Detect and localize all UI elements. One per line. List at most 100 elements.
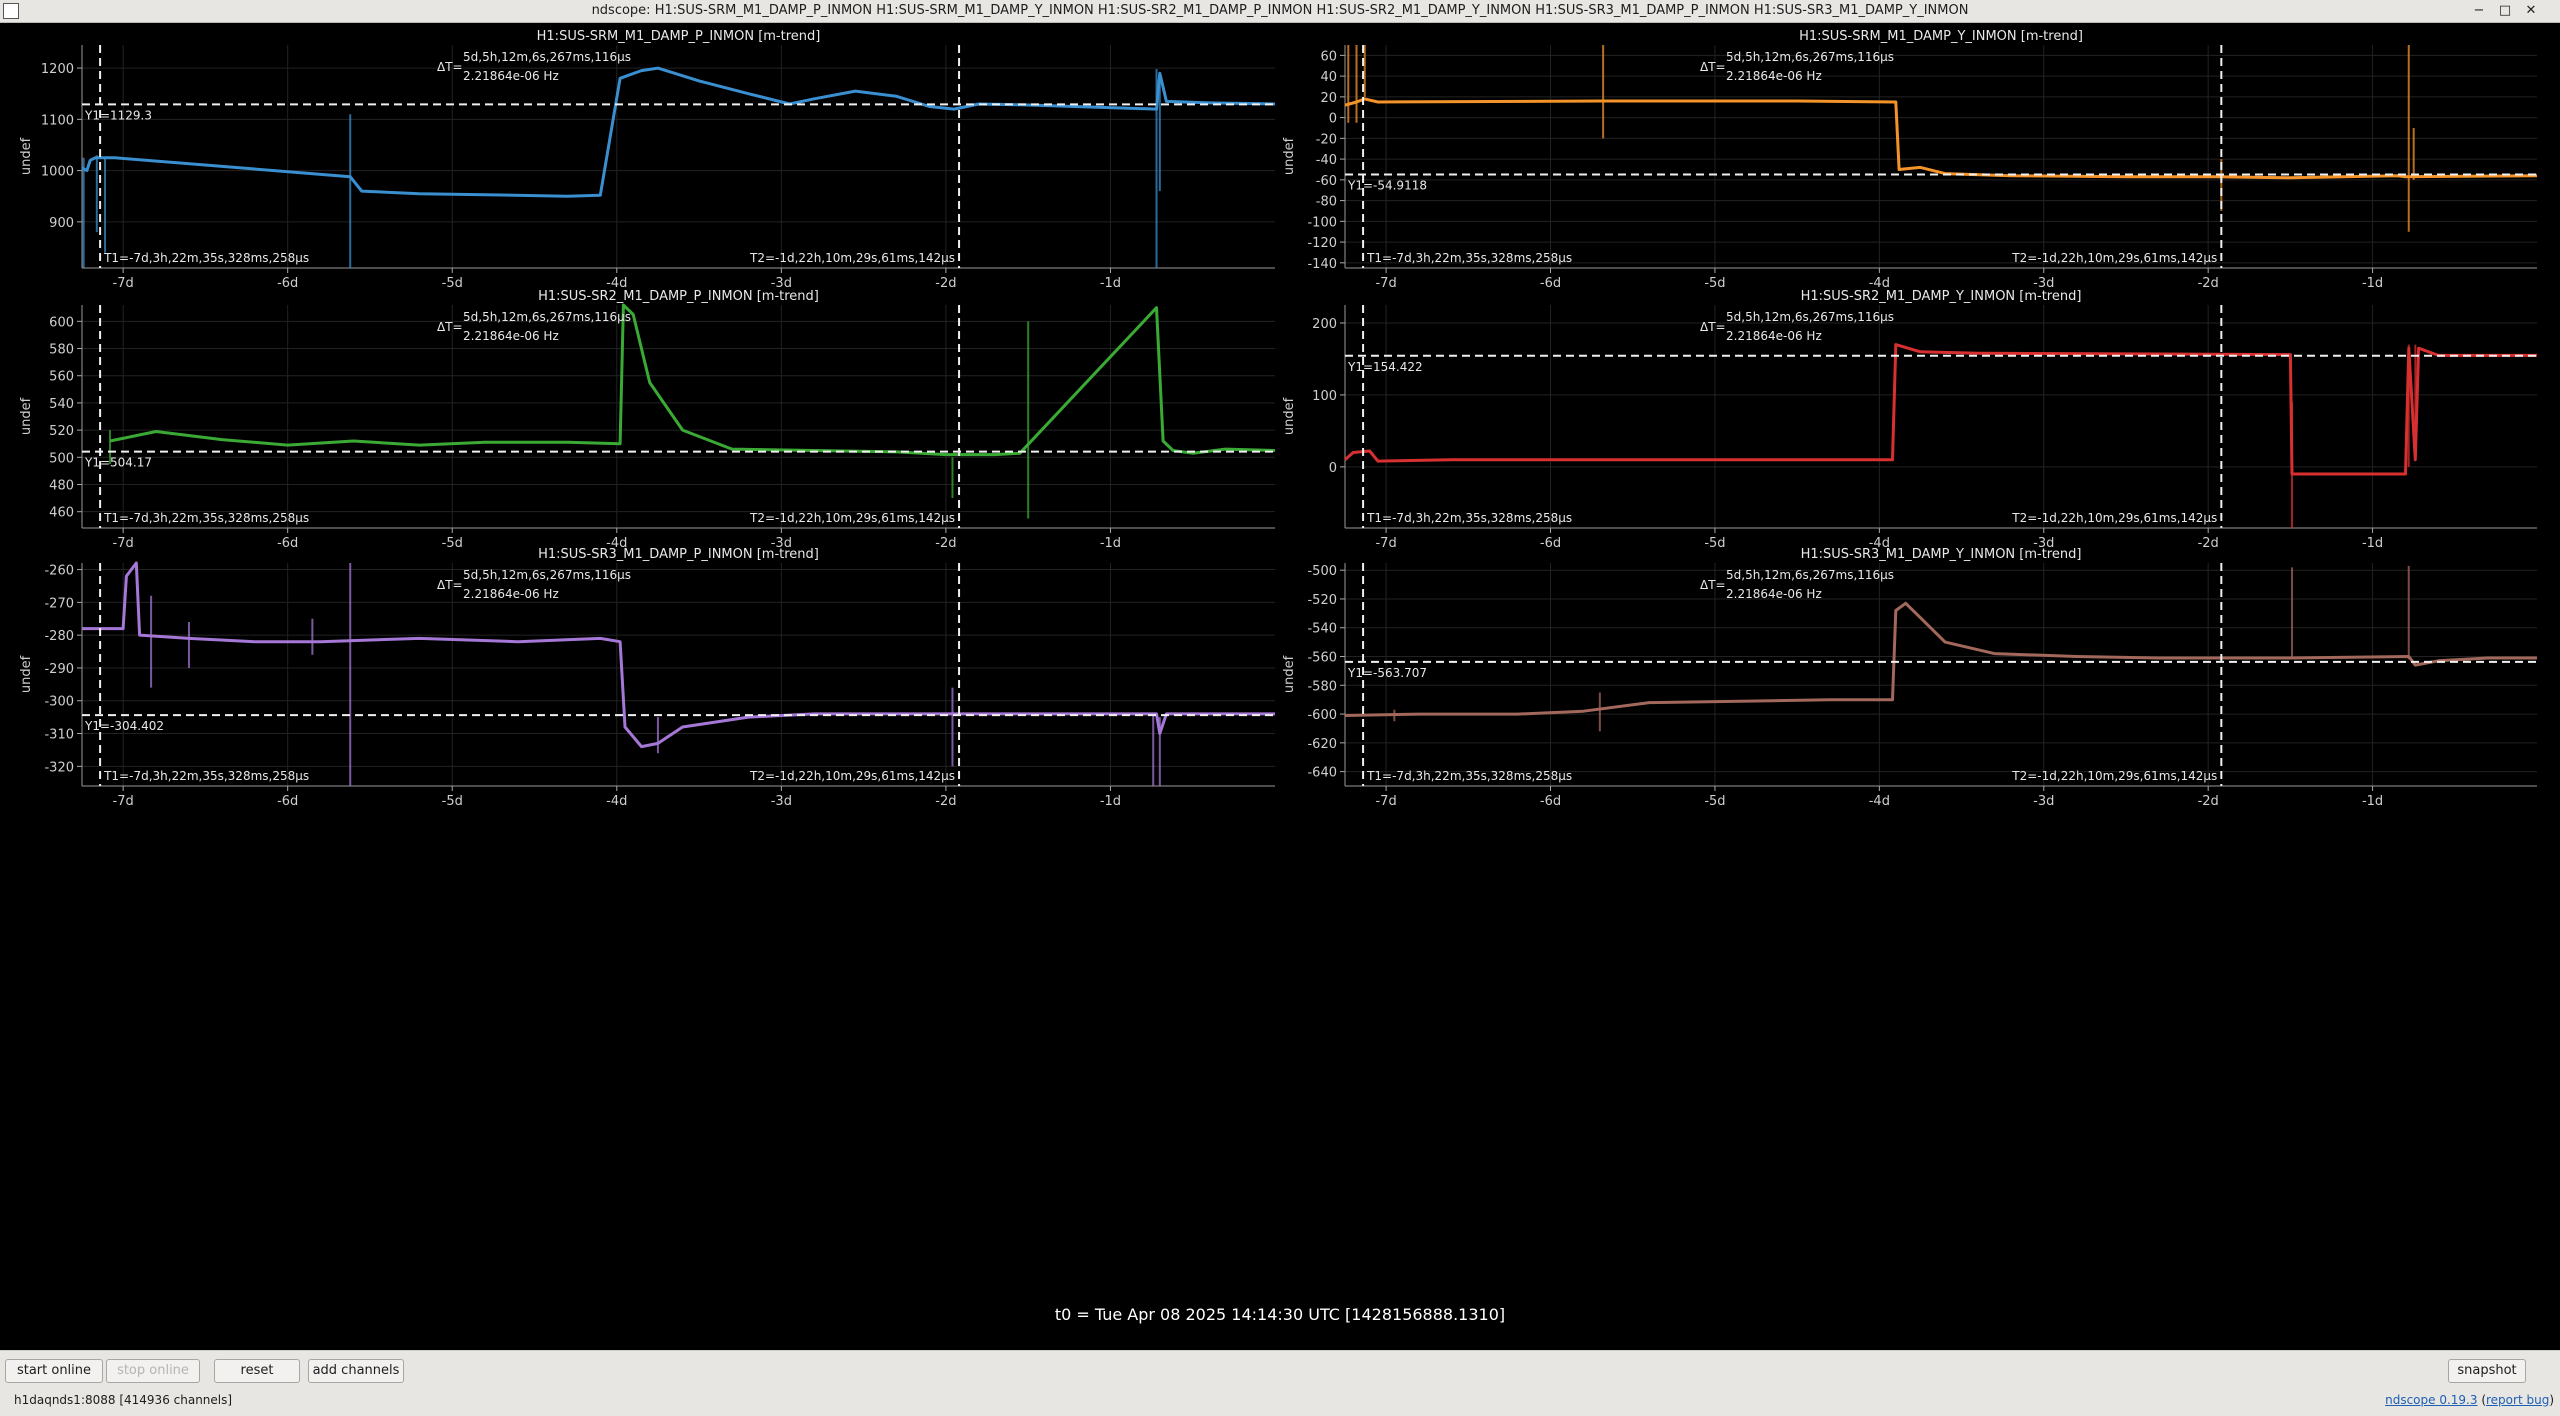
delta-t-frequency: 2.21864e-06 Hz: [1726, 69, 1822, 83]
maximize-icon[interactable]: □: [2498, 3, 2512, 18]
x-tick-label: -7d: [1375, 794, 1396, 809]
x-tick-label: -3d: [2033, 536, 2054, 551]
x-tick-label: -4d: [1869, 536, 1890, 551]
x-tick-label: -1d: [1100, 536, 1121, 551]
y-tick-label: -560: [1307, 651, 1337, 666]
t2-label: T2=-1d,22h,10m,29s,61ms,142µs: [2011, 511, 2217, 525]
delta-t-frequency: 2.21864e-06 Hz: [463, 329, 559, 343]
x-tick-label: -4d: [606, 276, 627, 291]
y-tick-label: -60: [1316, 174, 1337, 189]
x-tick-label: -3d: [771, 794, 792, 809]
y-tick-label: 1100: [41, 113, 74, 128]
x-tick-label: -2d: [935, 276, 956, 291]
data-series-line: [81, 66, 1276, 198]
y-tick-label: 100: [1312, 389, 1337, 404]
close-icon[interactable]: ✕: [2525, 3, 2537, 18]
y1-label: Y1=154.422: [1347, 360, 1423, 374]
minimize-icon[interactable]: −: [2473, 3, 2485, 18]
delta-t-value: 5d,5h,12m,6s,267ms,116µs: [463, 568, 631, 582]
t0-label: t0 = Tue Apr 08 2025 14:14:30 UTC [14281…: [1054, 1305, 1506, 1324]
connection-status: h1daqnds1:8088 [414936 channels]: [14, 1393, 233, 1407]
y-tick-label: 480: [49, 478, 74, 493]
y-tick-label: 60: [1320, 49, 1337, 64]
x-tick-label: -2d: [2198, 536, 2219, 551]
x-tick-label: -3d: [2033, 276, 2054, 291]
t1-label: T1=-7d,3h,22m,35s,328ms,258µs: [103, 251, 309, 265]
t1-label: T1=-7d,3h,22m,35s,328ms,258µs: [1366, 769, 1572, 783]
data-series-line: [1344, 97, 2538, 180]
y-tick-label: 900: [49, 216, 74, 231]
y-tick-label: -300: [44, 695, 74, 710]
reset-button[interactable]: reset: [214, 1359, 300, 1383]
x-tick-label: -1d: [1100, 794, 1121, 809]
delta-t-frequency: 2.21864e-06 Hz: [463, 587, 559, 601]
delta-t-label: ΔT=: [1700, 320, 1726, 334]
delta-t-frequency: 2.21864e-06 Hz: [1726, 329, 1822, 343]
x-tick-label: -7d: [113, 536, 134, 551]
x-tick-label: -4d: [1869, 794, 1890, 809]
delta-t-label: ΔT=: [1700, 60, 1726, 74]
plot-title: H1:SUS-SR3_M1_DAMP_P_INMON [m-trend]: [538, 547, 819, 562]
app-icon: [3, 3, 19, 19]
snapshot-button[interactable]: snapshot: [2448, 1359, 2526, 1383]
y-tick-label: 200: [1312, 317, 1337, 332]
y-tick-label: -290: [44, 662, 74, 677]
x-tick-label: -7d: [1375, 276, 1396, 291]
y1-label: Y1=-304.402: [84, 719, 164, 733]
t2-label: T2=-1d,22h,10m,29s,61ms,142µs: [749, 251, 955, 265]
stop-online-button[interactable]: stop online: [106, 1359, 200, 1383]
t1-label: T1=-7d,3h,22m,35s,328ms,258µs: [1366, 251, 1572, 265]
report-bug-link[interactable]: report bug: [2486, 1393, 2550, 1407]
x-tick-label: -6d: [1540, 276, 1561, 291]
delta-t-label: ΔT=: [437, 60, 463, 74]
y-tick-label: 20: [1320, 91, 1337, 106]
y-tick-label: -20: [1316, 132, 1337, 147]
x-tick-label: -2d: [935, 794, 956, 809]
y-tick-label: -270: [44, 596, 74, 611]
data-series-line: [1344, 343, 2537, 476]
y-tick-label: -580: [1307, 679, 1337, 694]
y-tick-label: -500: [1307, 564, 1337, 579]
y-tick-label: -320: [44, 760, 74, 775]
x-tick-label: -2d: [935, 536, 956, 551]
t2-label: T2=-1d,22h,10m,29s,61ms,142µs: [2011, 769, 2217, 783]
x-tick-label: -1d: [1100, 276, 1121, 291]
x-tick-label: -6d: [277, 276, 298, 291]
y-tick-label: -640: [1307, 766, 1337, 781]
delta-t-frequency: 2.21864e-06 Hz: [1726, 587, 1822, 601]
delta-t-label: ΔT=: [437, 578, 463, 592]
y-tick-label: -280: [44, 629, 74, 644]
x-tick-label: -3d: [771, 276, 792, 291]
y-tick-label: 560: [49, 370, 74, 385]
plot-title: H1:SUS-SRM_M1_DAMP_Y_INMON [m-trend]: [1799, 29, 2083, 44]
x-tick-label: -5d: [442, 536, 463, 551]
delta-t-value: 5d,5h,12m,6s,267ms,116µs: [1726, 310, 1894, 324]
x-tick-label: -1d: [2362, 794, 2383, 809]
add-channels-button[interactable]: add channels: [308, 1359, 404, 1383]
delta-t-label: ΔT=: [1700, 578, 1726, 592]
y-axis-label: undef: [1282, 397, 1297, 435]
x-tick-label: -7d: [113, 276, 134, 291]
delta-t-value: 5d,5h,12m,6s,267ms,116µs: [463, 50, 631, 64]
x-tick-label: -2d: [2198, 794, 2219, 809]
data-series-line: [1344, 601, 2537, 717]
t2-label: T2=-1d,22h,10m,29s,61ms,142µs: [749, 769, 955, 783]
y1-label: Y1=1129.3: [84, 108, 152, 122]
y-tick-label: -260: [44, 564, 74, 579]
x-tick-label: -7d: [1375, 536, 1396, 551]
version-link[interactable]: ndscope 0.19.3: [2385, 1393, 2478, 1407]
plot-title: H1:SUS-SRM_M1_DAMP_P_INMON [m-trend]: [537, 29, 821, 44]
x-tick-label: -5d: [442, 276, 463, 291]
delta-t-frequency: 2.21864e-06 Hz: [463, 69, 559, 83]
x-tick-label: -6d: [1540, 536, 1561, 551]
plots-canvas[interactable]: H1:SUS-SRM_M1_DAMP_P_INMON [m-trend] -7d -…: [0, 23, 2560, 1348]
x-tick-label: -6d: [277, 794, 298, 809]
plot-title: H1:SUS-SR3_M1_DAMP_Y_INMON [m-trend]: [1801, 547, 2082, 562]
t2-label: T2=-1d,22h,10m,29s,61ms,142µs: [2011, 251, 2217, 265]
x-tick-label: -1d: [2362, 536, 2383, 551]
delta-t-value: 5d,5h,12m,6s,267ms,116µs: [1726, 568, 1894, 582]
delta-t-label: ΔT=: [437, 320, 463, 334]
y-tick-label: -310: [44, 728, 74, 743]
start-online-button[interactable]: start online: [5, 1359, 103, 1383]
t1-label: T1=-7d,3h,22m,35s,328ms,258µs: [103, 769, 309, 783]
